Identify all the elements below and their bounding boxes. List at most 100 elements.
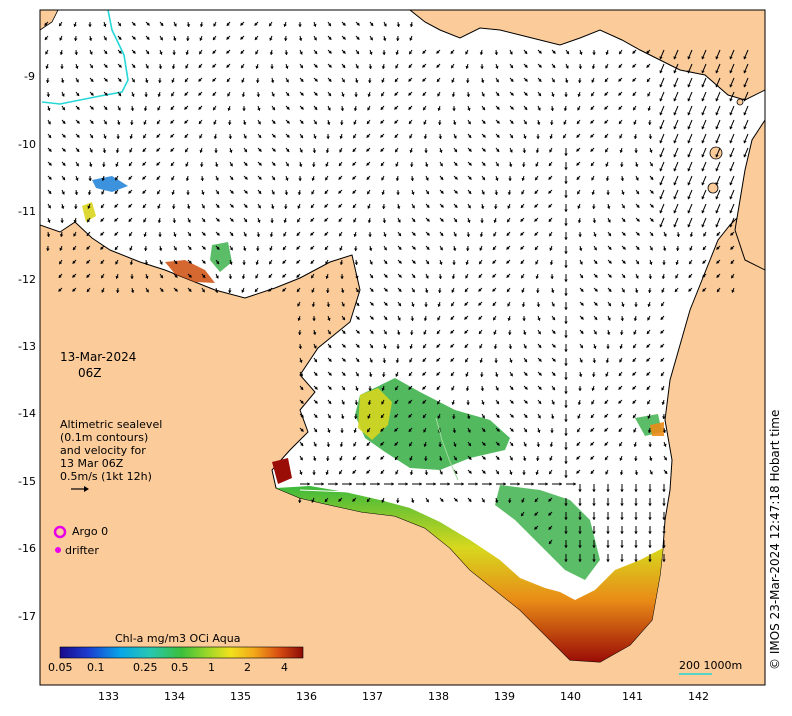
velocity-arrow-head — [715, 56, 719, 60]
velocity-arrow-head — [660, 344, 664, 348]
velocity-arrow-head — [576, 470, 580, 474]
velocity-arrow-head — [576, 134, 580, 138]
velocity-arrow-head — [465, 275, 469, 279]
velocity-arrow-head — [715, 126, 719, 130]
velocity-arrow-head — [634, 163, 639, 167]
velocity-arrow-head — [604, 134, 608, 138]
velocity-arrow-head — [729, 168, 733, 172]
velocity-arrow-head — [729, 98, 733, 102]
velocity-arrow-head — [659, 154, 663, 158]
velocity-arrow-head — [212, 92, 216, 96]
velocity-arrow-head — [468, 470, 472, 474]
velocity-arrow-head — [142, 148, 146, 152]
velocity-arrow-head — [480, 79, 485, 83]
velocity-arrow-head — [381, 177, 385, 181]
velocity-arrow-head — [633, 345, 637, 349]
velocity-arrow-head — [284, 206, 288, 209]
velocity-arrow-head — [311, 289, 315, 293]
velocity-arrow-head — [198, 78, 202, 82]
velocity-arrow-head — [604, 92, 608, 96]
velocity-arrow-head — [185, 163, 189, 167]
velocity-arrow-head — [729, 70, 733, 74]
velocity-arrow-head — [339, 444, 344, 447]
velocity-arrow-head — [243, 135, 247, 139]
velocity-arrow-head — [535, 150, 540, 153]
velocity-arrow-head — [103, 121, 107, 125]
velocity-arrow-head — [341, 303, 345, 307]
velocity-arrow-head — [468, 162, 472, 166]
velocity-arrow-head — [370, 22, 374, 26]
velocity-arrow-head — [509, 373, 513, 377]
velocity-arrow-head — [452, 430, 457, 433]
velocity-arrow-head — [660, 330, 664, 334]
velocity-arrow-head — [380, 456, 384, 460]
velocity-arrow-head — [564, 461, 568, 464]
velocity-arrow-head — [115, 150, 120, 153]
velocity-arrow-head — [226, 50, 230, 54]
velocity-arrow-head — [212, 78, 216, 82]
velocity-arrow-head — [214, 289, 219, 293]
velocity-arrow-head — [326, 304, 331, 307]
velocity-arrow-head — [396, 38, 400, 41]
velocity-arrow-head — [591, 177, 595, 181]
velocity-arrow-head — [86, 260, 90, 264]
velocity-arrow-head — [355, 373, 359, 377]
velocity-arrow-head — [45, 51, 49, 55]
velocity-arrow-head — [114, 204, 118, 208]
velocity-arrow-head — [341, 401, 345, 405]
velocity-arrow-head — [199, 164, 204, 167]
velocity-arrow-head — [58, 288, 62, 292]
velocity-arrow-head — [592, 489, 596, 492]
y-tick: -10 — [18, 138, 36, 151]
velocity-arrow-head — [313, 37, 317, 41]
velocity-arrow-head — [549, 122, 554, 125]
velocity-arrow-head — [621, 303, 625, 307]
velocity-arrow-head — [579, 261, 583, 265]
velocity-arrow-head — [510, 400, 514, 404]
velocity-arrow-head — [411, 289, 415, 293]
velocity-arrow-head — [398, 288, 402, 292]
velocity-arrow-head — [507, 317, 512, 321]
velocity-arrow-head — [227, 93, 231, 97]
velocity-arrow-head — [45, 80, 50, 83]
velocity-arrow-head — [73, 246, 76, 251]
velocity-arrow-head — [729, 112, 733, 116]
velocity-arrow-head — [548, 190, 552, 194]
velocity-arrow-head — [396, 331, 401, 335]
velocity-arrow-head — [408, 414, 412, 418]
velocity-arrow-head — [328, 358, 332, 362]
velocity-arrow-head — [146, 50, 149, 55]
velocity-arrow-head — [47, 107, 51, 111]
velocity-arrow-head — [634, 472, 639, 475]
velocity-arrow-head — [269, 234, 274, 237]
land-north — [409, 10, 765, 101]
velocity-arrow-head — [395, 149, 399, 153]
velocity-arrow-head — [475, 482, 478, 486]
velocity-arrow-head — [634, 304, 638, 307]
velocity-arrow-head — [493, 206, 498, 209]
velocity-arrow-head — [198, 120, 202, 124]
velocity-arrow-head — [687, 98, 691, 102]
velocity-arrow-head — [381, 191, 385, 195]
velocity-arrow-head — [549, 457, 553, 461]
velocity-arrow-head — [74, 206, 78, 209]
velocity-arrow-head — [687, 210, 691, 214]
velocity-arrow-head — [436, 358, 440, 362]
velocity-arrow-head — [564, 265, 568, 268]
velocity-arrow-head — [213, 136, 218, 139]
velocity-arrow-head — [424, 458, 428, 461]
velocity-arrow-head — [75, 65, 79, 69]
velocity-arrow-head — [184, 106, 188, 110]
velocity-arrow-head — [607, 232, 611, 237]
velocity-arrow-head — [622, 246, 626, 250]
velocity-arrow-head — [396, 205, 401, 209]
velocity-arrow-head — [47, 219, 51, 223]
velocity-arrow-head — [439, 247, 443, 251]
velocity-arrow-head — [352, 204, 356, 208]
velocity-arrow-head — [452, 121, 457, 125]
velocity-arrow-head — [363, 482, 366, 486]
velocity-arrow-head — [296, 260, 300, 264]
velocity-arrow-head — [467, 429, 471, 433]
velocity-arrow-head — [353, 429, 357, 433]
velocity-arrow-head — [496, 428, 500, 432]
